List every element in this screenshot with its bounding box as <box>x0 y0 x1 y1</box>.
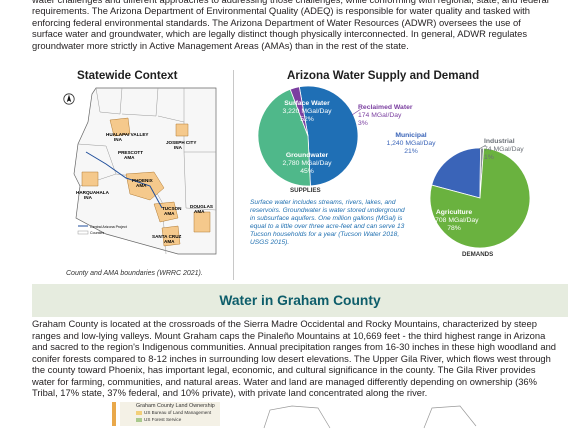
statewide-map-caption: County and AMA boundaries (WRRC 2021). <box>66 270 203 277</box>
north-arrow-icon <box>63 93 75 105</box>
map-label: INA <box>84 195 93 200</box>
supply-demand-title: Arizona Water Supply and Demand <box>287 69 480 82</box>
map-label: PHOENIX <box>132 178 154 183</box>
map-label: TUCSON <box>162 206 182 211</box>
reclaimed-leader-line <box>352 108 362 116</box>
land-legend-item: US Bureau of Land Management <box>144 410 212 415</box>
slice-label-agriculture: Agriculture 4,708 MGal/Day 78% <box>429 209 479 232</box>
map-label: AMA <box>194 209 205 214</box>
map-label: HUALAPAI VALLEY <box>106 132 148 137</box>
map-label: INA <box>174 145 183 150</box>
map-legend-item: Central Arizona Project <box>90 225 127 229</box>
industrial-leader-line <box>479 144 487 150</box>
demands-pie-chart <box>429 147 531 249</box>
land-ownership-map: Graham County Land Ownership US Bureau o… <box>112 402 220 432</box>
map-label: DOUGLAS <box>190 204 213 209</box>
arizona-county-map: HUALAPAI VALLEY INA PRESCOTT AMA JOSEPH … <box>73 87 217 255</box>
map-label: PRESCOTT <box>118 150 143 155</box>
slice-label-reclaimed-water: Reclaimed Water 174 MGal/Day 3% <box>358 104 413 127</box>
slice-label-surface-water: Surface Water 3,220 MGal/Day 52% <box>282 100 332 123</box>
graham-county-watershed-map <box>423 405 477 429</box>
supplies-label: SUPPLIES <box>290 187 321 194</box>
pie-slice-reclaimed-water <box>289 86 309 137</box>
intro-paragraph: water challenges and different approache… <box>32 0 549 51</box>
graham-paragraph: Graham County is located at the crossroa… <box>32 318 556 398</box>
graham-section-header: Water in Graham County <box>32 284 568 317</box>
map-label: INA <box>114 137 123 142</box>
graham-county-outline-map <box>263 405 331 429</box>
map-legend-item: Counties <box>90 231 104 235</box>
pie-slice-agriculture <box>429 147 531 249</box>
map-label: AMA <box>136 183 147 188</box>
map-label: JOSEPH CITY <box>166 140 196 145</box>
statewide-context-title: Statewide Context <box>77 69 178 82</box>
pie-slice-surface-water <box>298 85 359 187</box>
land-legend-item: US Forest Service <box>144 417 182 422</box>
graham-title: Water in Graham County <box>219 293 381 308</box>
land-map-title: Graham County Land Ownership <box>136 403 215 409</box>
section-divider <box>233 70 234 280</box>
map-label: SANTA CRUZ <box>152 234 182 239</box>
map-label: AMA <box>164 211 175 216</box>
supply-note: Surface water includes streams, rivers, … <box>250 199 405 246</box>
demands-label: DEMANDS <box>462 251 494 258</box>
slice-label-municipal: Municipal 1,240 MGal/Day 21% <box>386 132 436 155</box>
map-label: AMA <box>124 155 135 160</box>
pie-slice-groundwater <box>257 88 311 187</box>
slice-label-industrial: Industrial 74 MGal/Day 1% <box>484 138 524 161</box>
slice-label-groundwater: Groundwater 2,780 MGal/Day 45% <box>282 152 332 175</box>
map-label: AMA <box>164 239 175 244</box>
map-label: HARQUAHALA <box>76 190 110 195</box>
supplies-pie-chart <box>257 85 359 187</box>
pie-slice-municipal <box>431 147 481 199</box>
